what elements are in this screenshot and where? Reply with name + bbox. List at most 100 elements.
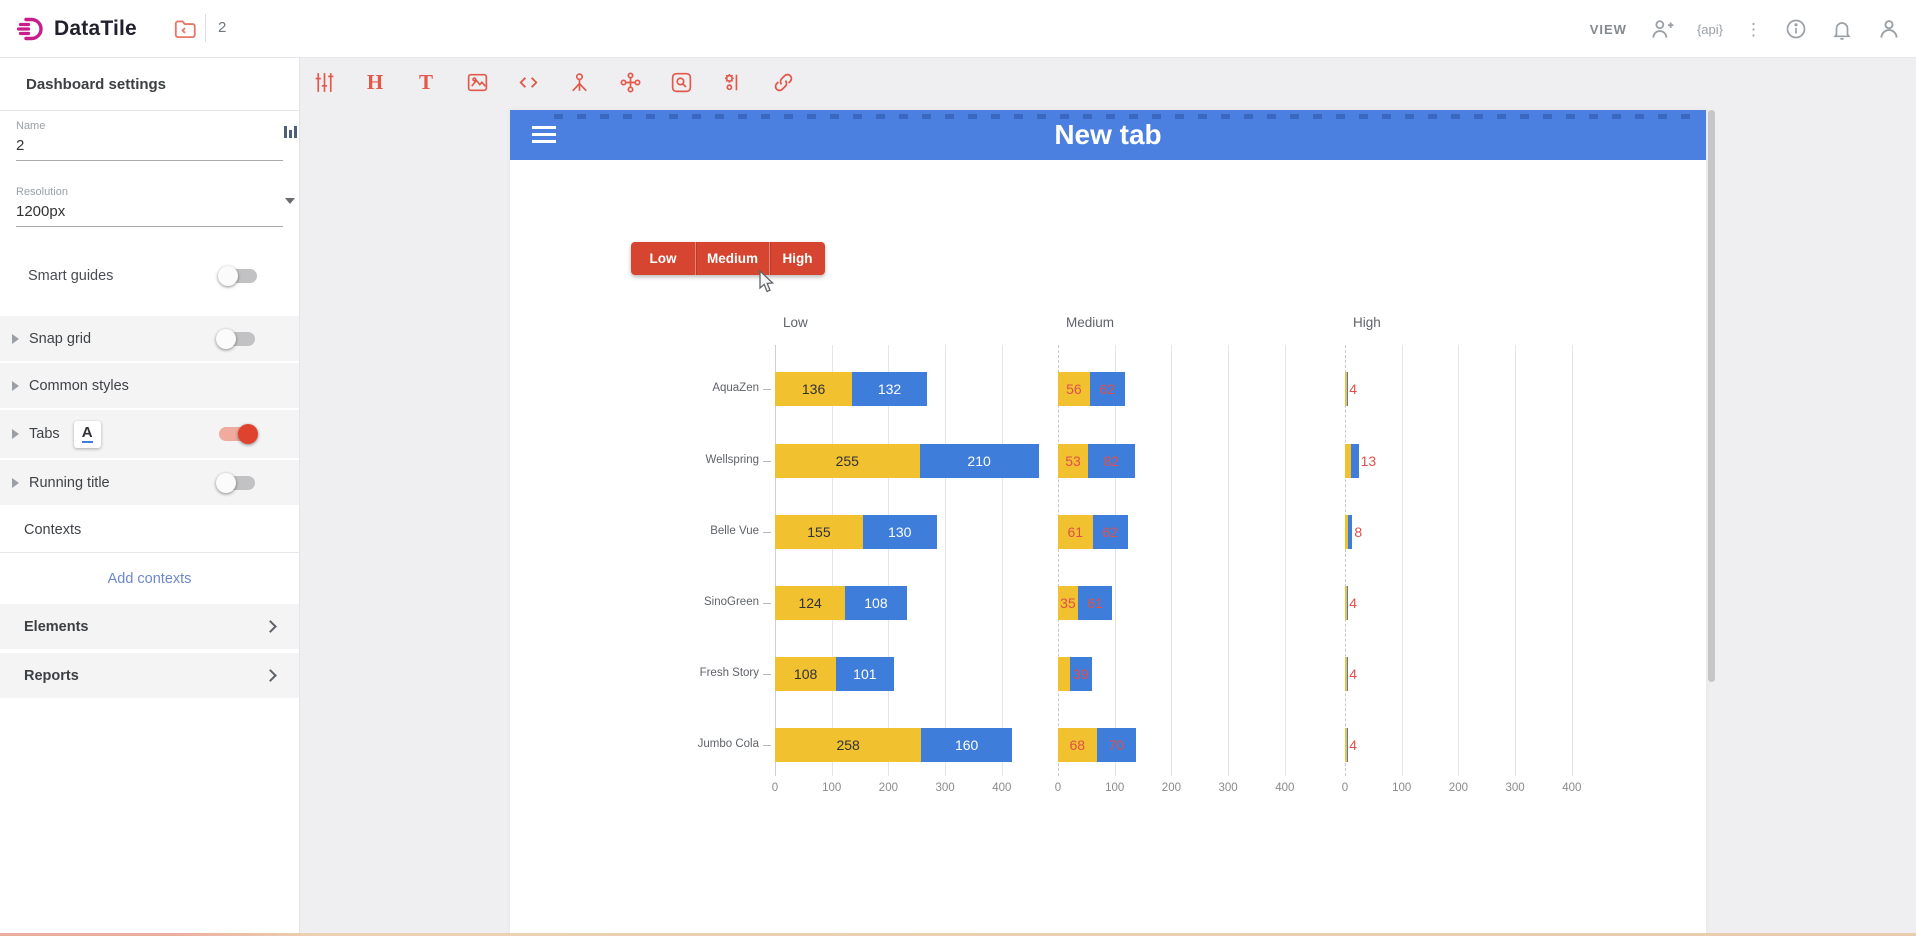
- bar-value-label: 39: [1073, 666, 1089, 682]
- bar-segment[interactable]: [1345, 372, 1348, 406]
- filter-button-group: Low Medium High: [631, 242, 825, 275]
- expand-arrow-icon[interactable]: [12, 477, 19, 488]
- flow-node-icon[interactable]: [565, 68, 593, 96]
- folder-icon[interactable]: [172, 16, 198, 42]
- bar-value-label: 136: [801, 381, 826, 397]
- axis-tick-label: 100: [1392, 782, 1412, 794]
- bar-segment[interactable]: [921, 728, 1012, 762]
- user-profile-icon[interactable]: [1876, 16, 1902, 42]
- image-icon[interactable]: [463, 68, 491, 96]
- hamburger-menu-icon[interactable]: [532, 126, 556, 147]
- bar-segment[interactable]: [1347, 657, 1349, 691]
- api-icon[interactable]: {api}: [1696, 21, 1723, 37]
- expand-arrow-icon[interactable]: [12, 333, 19, 344]
- view-button[interactable]: VIEW: [1589, 21, 1627, 37]
- bar-value-label: 61: [1067, 524, 1084, 540]
- bar-segment[interactable]: [1088, 444, 1135, 478]
- bar-segment[interactable]: [1096, 728, 1137, 762]
- bar-segment[interactable]: [845, 586, 907, 620]
- sidebar-item-running-title[interactable]: Running title: [0, 460, 299, 505]
- bar-value-label: 258: [836, 737, 860, 753]
- bar-segment[interactable]: [1058, 515, 1093, 549]
- tabs-toggle[interactable]: [219, 424, 258, 444]
- bar-segment[interactable]: [1345, 444, 1352, 478]
- search-zoom-icon[interactable]: [667, 68, 695, 96]
- bar-segment[interactable]: [852, 372, 927, 406]
- category-label: SinoGreen: [704, 596, 759, 608]
- gridline: [1058, 345, 1059, 776]
- smart-guides-label: Smart guides: [28, 268, 114, 284]
- text-icon[interactable]: T: [418, 69, 433, 94]
- filter-button-medium[interactable]: Medium: [695, 242, 769, 275]
- bar-segment[interactable]: [775, 657, 837, 691]
- scrollbar-thumb[interactable]: [1708, 110, 1715, 682]
- bar-segment[interactable]: [775, 444, 920, 478]
- sidebar-item-snap-grid[interactable]: Snap grid: [0, 316, 299, 361]
- bar-segment[interactable]: [1058, 586, 1078, 620]
- category-tick: [763, 532, 771, 533]
- expand-arrow-icon[interactable]: [12, 429, 19, 439]
- snap-grid-toggle[interactable]: [216, 328, 255, 349]
- filter-button-high[interactable]: High: [769, 242, 825, 275]
- bar-segment[interactable]: [1345, 586, 1348, 620]
- bar-segment[interactable]: [1092, 515, 1128, 549]
- app-logo[interactable]: DataTile: [16, 14, 137, 44]
- add-user-icon[interactable]: [1649, 16, 1675, 42]
- panel-title: Low: [783, 315, 808, 330]
- bar-value-label: 130: [888, 524, 912, 540]
- add-contexts-button[interactable]: Add contexts: [107, 571, 192, 587]
- tune-sliders-icon[interactable]: [310, 68, 338, 96]
- filter-button-low[interactable]: Low: [631, 242, 695, 275]
- bar-segment[interactable]: [862, 515, 937, 549]
- data-settings-icon[interactable]: [718, 68, 746, 96]
- smart-guides-toggle[interactable]: [218, 266, 257, 286]
- cluster-network-icon[interactable]: [616, 68, 644, 96]
- sidebar-item-tabs[interactable]: Tabs A: [0, 410, 299, 458]
- gridline: [1284, 345, 1286, 776]
- axis-tick-label: 200: [1161, 782, 1181, 794]
- bar-segment[interactable]: [1058, 372, 1090, 406]
- bar-segment[interactable]: [1089, 372, 1125, 406]
- canvas-scrollbar: [1708, 110, 1715, 936]
- code-icon[interactable]: [514, 68, 542, 96]
- bar-segment[interactable]: [775, 372, 853, 406]
- bar-segment[interactable]: [1069, 657, 1093, 691]
- bar-segment[interactable]: [1058, 444, 1089, 478]
- bar-segment[interactable]: [1058, 657, 1070, 691]
- category-label: Wellspring: [705, 454, 759, 466]
- bar-segment[interactable]: [775, 515, 863, 549]
- category-label: Jumbo Cola: [697, 738, 759, 750]
- font-style-icon[interactable]: A: [73, 420, 101, 448]
- more-options-icon[interactable]: ⋮: [1745, 19, 1762, 39]
- sidebar-item-elements[interactable]: Elements: [0, 604, 299, 649]
- bar-segment[interactable]: [1077, 586, 1113, 620]
- bar-segment[interactable]: [1058, 728, 1097, 762]
- info-icon[interactable]: [1784, 17, 1808, 41]
- bar-segment[interactable]: [775, 728, 922, 762]
- bar-segment[interactable]: [836, 657, 894, 691]
- running-title-toggle[interactable]: [216, 472, 255, 493]
- notifications-bell-icon[interactable]: [1830, 17, 1854, 41]
- bar-segment[interactable]: [1347, 586, 1349, 620]
- bar-segment[interactable]: [1345, 657, 1348, 691]
- resolution-select[interactable]: 1200px: [16, 198, 283, 227]
- sidebar-title: Dashboard settings: [26, 76, 167, 93]
- heading-icon[interactable]: H: [366, 69, 384, 94]
- bar-segment[interactable]: [1345, 728, 1348, 762]
- sidebar-item-common-styles[interactable]: Common styles: [0, 363, 299, 408]
- bar-segment[interactable]: [1345, 515, 1348, 549]
- bar-segment[interactable]: [1347, 372, 1349, 406]
- bar-segment[interactable]: [1351, 444, 1359, 478]
- link-icon[interactable]: [769, 68, 797, 96]
- panel-title: Medium: [1066, 315, 1115, 330]
- bar-segment[interactable]: [919, 444, 1039, 478]
- bar-segment[interactable]: [775, 586, 846, 620]
- sidebar-item-contexts: Contexts: [0, 507, 299, 552]
- bar-value-label: 13: [1360, 453, 1377, 469]
- bar-segment[interactable]: [1347, 728, 1349, 762]
- gridline: [1001, 345, 1003, 776]
- expand-arrow-icon[interactable]: [12, 380, 19, 391]
- name-input[interactable]: [16, 132, 283, 161]
- sidebar-item-reports[interactable]: Reports: [0, 653, 299, 698]
- bar-segment[interactable]: [1347, 515, 1353, 549]
